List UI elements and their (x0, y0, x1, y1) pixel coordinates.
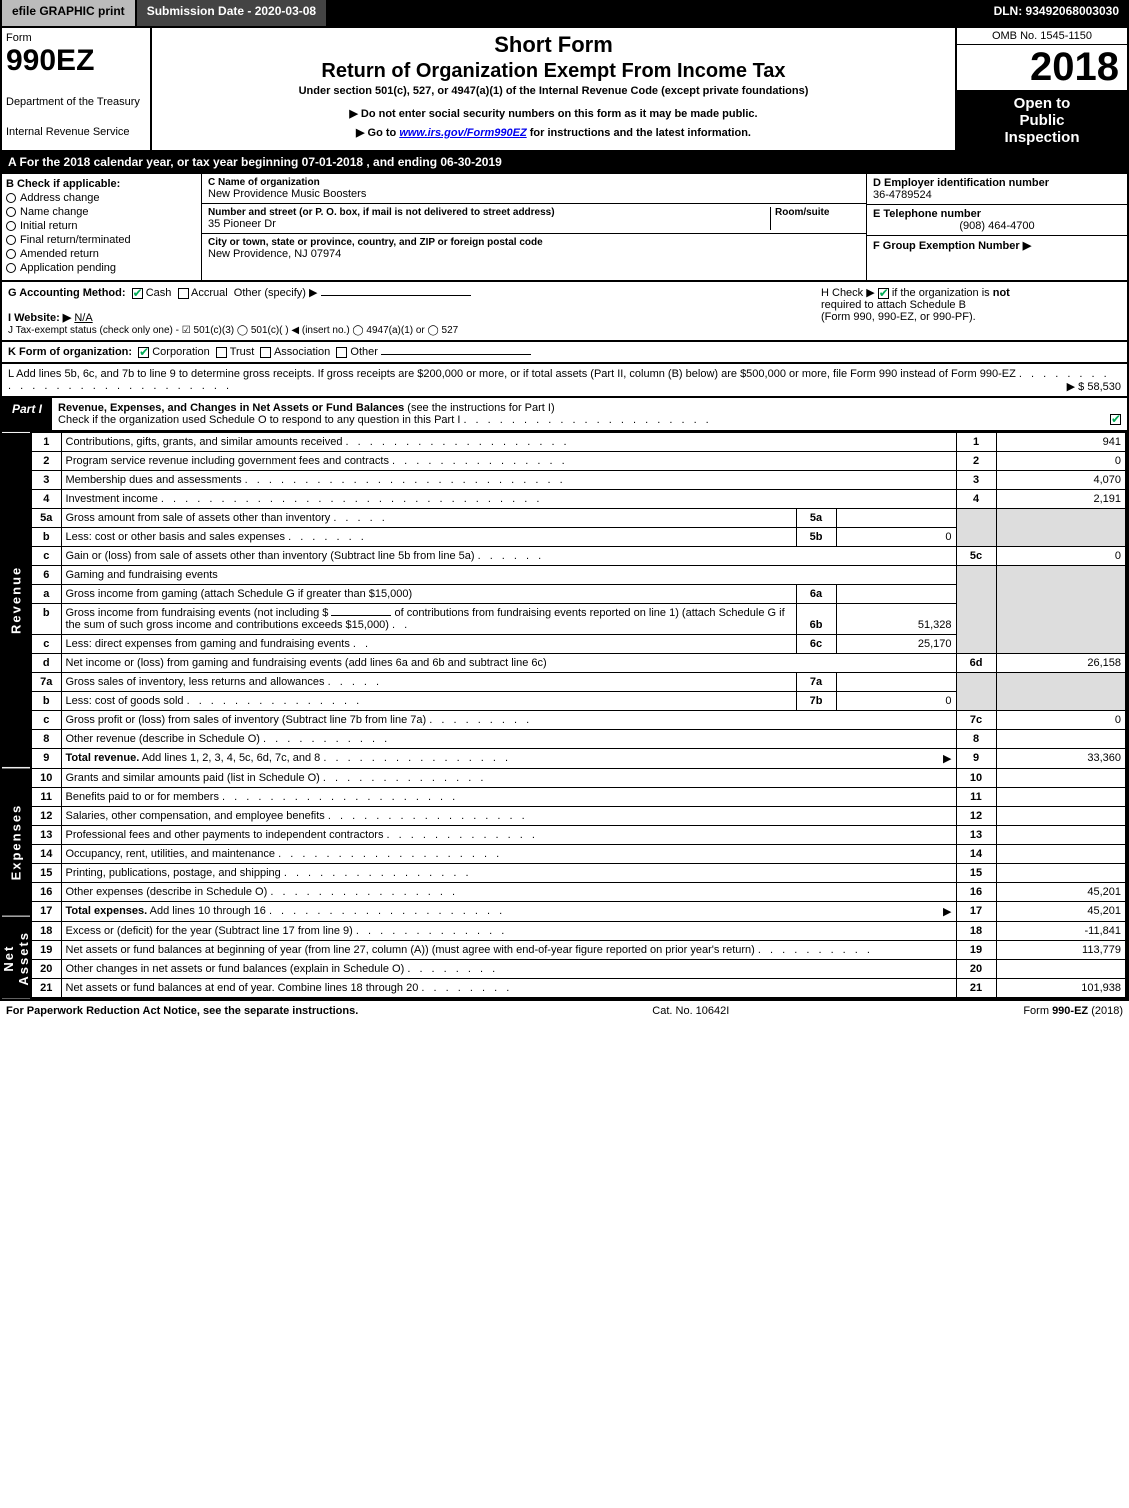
efile-topbar: efile GRAPHIC print Submission Date - 20… (0, 0, 1129, 26)
e-label: E Telephone number (873, 208, 1121, 220)
line-k: K Form of organization: Corporation Trus… (0, 342, 1129, 364)
table-row: 6Gaming and fundraising events (31, 566, 1126, 585)
chk-address-change[interactable]: Address change (6, 192, 197, 204)
dept-treasury: Department of the Treasury (6, 96, 146, 108)
short-form-title: Short Form (156, 32, 951, 58)
table-row: 19Net assets or fund balances at beginni… (31, 941, 1126, 960)
tax-period-line: A For the 2018 calendar year, or tax yea… (0, 152, 1129, 174)
g-label: G Accounting Method: (8, 287, 126, 299)
d-label: D Employer identification number (873, 177, 1121, 189)
page-footer: For Paperwork Reduction Act Notice, see … (0, 1001, 1129, 1021)
room-label: Room/suite (775, 207, 860, 218)
table-row: 7aGross sales of inventory, less returns… (31, 673, 1126, 692)
ssn-warning: ▶ Do not enter social security numbers o… (156, 107, 951, 120)
chk-trust[interactable] (216, 347, 227, 358)
irs-link[interactable]: www.irs.gov/Form990EZ (399, 127, 526, 139)
chk-accrual[interactable] (178, 288, 189, 299)
line-g-h: G Accounting Method: Cash Accrual Other … (0, 282, 1129, 342)
table-row: 4Investment income . . . . . . . . . . .… (31, 490, 1126, 509)
addr-label: Number and street (or P. O. box, if mail… (208, 207, 770, 218)
org-name: New Providence Music Boosters (208, 188, 860, 200)
form-number: 990EZ (6, 44, 146, 78)
table-row: 21Net assets or fund balances at end of … (31, 979, 1126, 999)
city-label: City or town, state or province, country… (208, 237, 860, 248)
omb-number: OMB No. 1545-1150 (957, 28, 1127, 45)
website-value: N/A (74, 312, 92, 324)
submission-date: Submission Date - 2020-03-08 (137, 0, 326, 26)
l-amount: ▶ $ 58,530 (1067, 380, 1121, 393)
section-b: B Check if applicable: Address change Na… (2, 174, 202, 280)
table-row: 11Benefits paid to or for members . . . … (31, 788, 1126, 807)
paperwork-notice: For Paperwork Reduction Act Notice, see … (6, 1005, 358, 1017)
dept-irs: Internal Revenue Service (6, 126, 146, 138)
part1-tab: Part I (2, 398, 52, 430)
chk-assoc[interactable] (260, 347, 271, 358)
side-revenue: Revenue (2, 432, 30, 767)
j-line: J Tax-exempt status (check only one) - ☑… (8, 325, 458, 336)
efile-print-button[interactable]: efile GRAPHIC print (0, 0, 137, 26)
f-label: F Group Exemption Number ▶ (873, 239, 1121, 252)
under-section: Under section 501(c), 527, or 4947(a)(1)… (156, 85, 951, 97)
table-row: 1Contributions, gifts, grants, and simil… (31, 433, 1126, 452)
form-header: Form 990EZ Department of the Treasury In… (0, 26, 1129, 152)
form-ref: Form 990-EZ (2018) (1023, 1005, 1123, 1017)
open-to-public: Open to Public Inspection (957, 91, 1127, 150)
section-def: D Employer identification number 36-4789… (867, 174, 1127, 280)
ein-value: 36-4789524 (873, 189, 1121, 201)
table-row: 3Membership dues and assessments . . . .… (31, 471, 1126, 490)
chk-initial-return[interactable]: Initial return (6, 220, 197, 232)
table-row: cGross profit or (loss) from sales of in… (31, 711, 1126, 730)
part1-title: Revenue, Expenses, and Changes in Net As… (58, 402, 404, 414)
chk-application-pending[interactable]: Application pending (6, 262, 197, 274)
h-line3: (Form 990, 990-EZ, or 990-PF). (821, 311, 976, 323)
side-expenses: Expenses (2, 767, 30, 916)
chk-schedule-o[interactable] (1110, 414, 1121, 425)
table-row: cGain or (loss) from sale of assets othe… (31, 547, 1126, 566)
table-row: 20Other changes in net assets or fund ba… (31, 960, 1126, 979)
return-title: Return of Organization Exempt From Incom… (156, 60, 951, 83)
part1-check-line: Check if the organization used Schedule … (58, 414, 460, 426)
chk-cash[interactable] (132, 288, 143, 299)
info-grid: B Check if applicable: Address change Na… (0, 174, 1129, 282)
table-row: 14Occupancy, rent, utilities, and mainte… (31, 845, 1126, 864)
chk-final-return[interactable]: Final return/terminated (6, 234, 197, 246)
part1-header: Part I Revenue, Expenses, and Changes in… (0, 398, 1129, 432)
table-row: 9Total revenue. Add lines 1, 2, 3, 4, 5c… (31, 749, 1126, 769)
lines-table: 1Contributions, gifts, grants, and simil… (30, 432, 1127, 999)
chk-amended-return[interactable]: Amended return (6, 248, 197, 260)
c-label: C Name of organization (208, 177, 860, 188)
table-row: 16Other expenses (describe in Schedule O… (31, 883, 1126, 902)
table-row: 18Excess or (deficit) for the year (Subt… (31, 922, 1126, 941)
table-row: 5aGross amount from sale of assets other… (31, 509, 1126, 528)
h-line2: required to attach Schedule B (821, 299, 966, 311)
tax-year: 2018 (957, 45, 1127, 91)
org-address: 35 Pioneer Dr (208, 218, 770, 230)
chk-corp[interactable] (138, 347, 149, 358)
section-c: C Name of organization New Providence Mu… (202, 174, 867, 280)
table-row: 12Salaries, other compensation, and empl… (31, 807, 1126, 826)
dln-label: DLN: 93492068003030 (984, 0, 1129, 26)
check-b-title: B Check if applicable: (6, 178, 197, 190)
chk-other[interactable] (336, 347, 347, 358)
goto-note: ▶ Go to www.irs.gov/Form990EZ for instru… (156, 126, 951, 139)
chk-h[interactable] (878, 288, 889, 299)
chk-name-change[interactable]: Name change (6, 206, 197, 218)
table-row: 2Program service revenue including gover… (31, 452, 1126, 471)
line-l: L Add lines 5b, 6c, and 7b to line 9 to … (0, 364, 1129, 398)
table-row: 10Grants and similar amounts paid (list … (31, 769, 1126, 788)
side-net-assets: Net Assets (2, 916, 30, 999)
cat-no: Cat. No. 10642I (652, 1005, 729, 1017)
table-row: 8Other revenue (describe in Schedule O) … (31, 730, 1126, 749)
i-label: I Website: ▶ (8, 312, 71, 324)
part1-body: Revenue Expenses Net Assets 1Contributio… (0, 432, 1129, 1001)
table-row: dNet income or (loss) from gaming and fu… (31, 654, 1126, 673)
form-word: Form (6, 32, 146, 44)
org-city: New Providence, NJ 07974 (208, 248, 860, 260)
table-row: 17Total expenses. Add lines 10 through 1… (31, 902, 1126, 922)
phone-value: (908) 464-4700 (873, 220, 1121, 232)
table-row: 15Printing, publications, postage, and s… (31, 864, 1126, 883)
table-row: 13Professional fees and other payments t… (31, 826, 1126, 845)
